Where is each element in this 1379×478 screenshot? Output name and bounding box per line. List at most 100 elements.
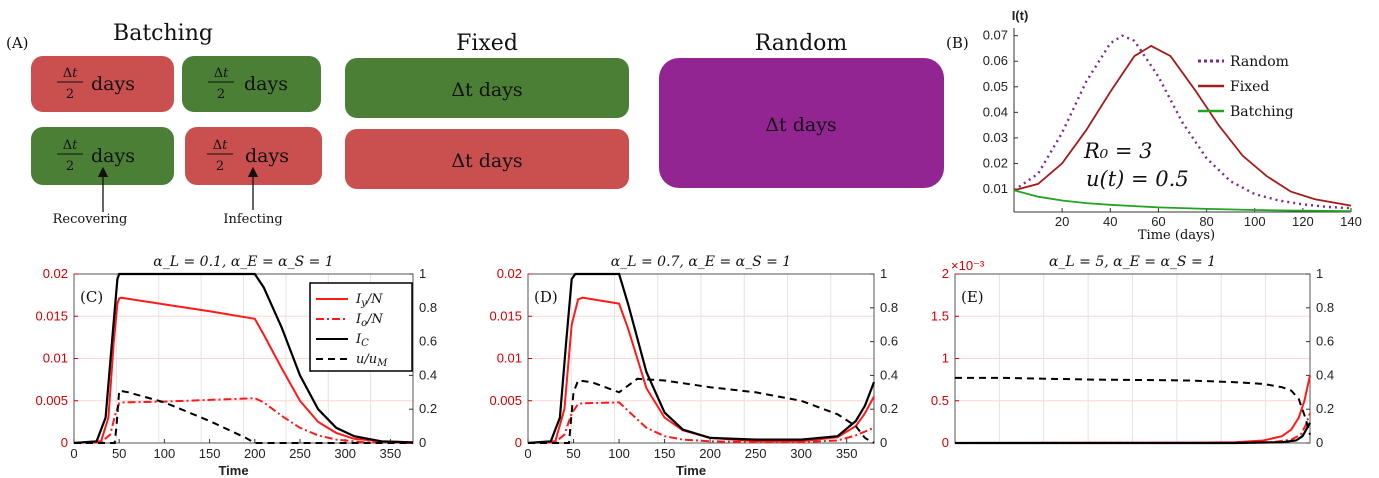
xtick-label: 200: [244, 446, 266, 461]
series-line-i_o-n: [527, 401, 875, 444]
left-ytick-label: 0.015: [489, 308, 522, 323]
legend-label-fixed: Fixed: [1230, 79, 1269, 95]
panel-b-ytick-label: 0.01: [983, 181, 1008, 196]
left-ytick-label: 0: [515, 435, 522, 450]
panel-b-ytick-label: 0.07: [983, 28, 1008, 43]
half-label-3: Δt 2 days: [57, 138, 135, 174]
panel-c-label: (C): [80, 288, 103, 306]
left-ytick-label: 1: [942, 351, 949, 366]
svg-text:Δt: Δt: [63, 66, 78, 81]
panel-a: (A) Batching Fixed Random Δt 2 days Δt 2…: [6, 21, 944, 227]
right-ytick-label: 0: [880, 435, 887, 450]
chart-c: 0 0.005 0.01 0.015 0.02 0 0.2 0.4 0.6 0.8 1 0 50 100 1…: [35, 254, 437, 478]
panel-b-xlabel: Time (days): [1138, 228, 1215, 243]
right-ytick-label: 0.2: [880, 401, 898, 416]
recovering-label: Recovering: [53, 212, 128, 227]
xtick-label: 350: [380, 446, 402, 461]
series-line-i_c: [955, 422, 1311, 445]
panel-b-xtick-label: 60: [1151, 214, 1165, 229]
xtick-label: 50: [566, 446, 580, 461]
series-line-u-u_m: [74, 389, 413, 444]
fixed-box-top-label: Δt days: [451, 79, 522, 101]
series-line-fixed: [1013, 44, 1352, 207]
svg-text:days: days: [91, 145, 135, 167]
panel-b-label: (B): [946, 34, 969, 52]
panel-e-exponent: ×10⁻³: [951, 258, 985, 273]
svg-text:2: 2: [217, 87, 225, 102]
right-ytick-label: 1: [1316, 266, 1323, 281]
right-ytick-label: 0.4: [1316, 367, 1334, 382]
left-ytick-label: 1.5: [931, 308, 949, 323]
series-line-batching: [1013, 189, 1352, 213]
left-ytick-label: 0.005: [489, 393, 522, 408]
panel-b-xtick-label: 100: [1244, 214, 1266, 229]
right-ytick-label: 1: [880, 266, 887, 281]
batching-box-top-left: [31, 56, 174, 112]
svg-text:Δt: Δt: [63, 138, 78, 153]
panel-b-ytick-label: 0.04: [983, 104, 1008, 119]
series-line-i_c: [527, 272, 876, 445]
right-ytick-label: 0.6: [419, 334, 437, 349]
random-box-label: Δt days: [765, 114, 836, 136]
panel-b-xtick-label: 140: [1340, 214, 1362, 229]
xtick-label: 100: [608, 446, 630, 461]
xtick-label: 0: [70, 446, 77, 461]
xtick-label: 100: [154, 446, 176, 461]
xtick-label: 250: [745, 446, 767, 461]
legend-label-random: Random: [1230, 54, 1289, 70]
xtick-label: 50: [112, 446, 126, 461]
right-ytick-label: 0.8: [880, 300, 898, 315]
fixed-box-bottom-label: Δt days: [451, 150, 522, 172]
batching-box-top-right: [182, 56, 321, 112]
right-ytick-label: 0.2: [419, 401, 437, 416]
chart-b: (B) I(t) 0.01 0.02 0.03 0.04 0.05 0.06 0.07 20 40 6…: [946, 8, 1362, 243]
legend-label-batching: Batching: [1230, 104, 1294, 120]
xtick-label: 150: [199, 446, 221, 461]
panel-e-title: α_L = 5, α_E = α_S = 1: [1049, 254, 1216, 270]
left-ytick-label: 0.01: [43, 351, 68, 366]
panel-c-xlabel: Time: [218, 463, 248, 478]
panel-b-ytick-label: 0.06: [983, 53, 1008, 68]
xtick-label: 300: [334, 446, 356, 461]
half-label-4: Δt 2 days: [207, 138, 289, 174]
panel-b-ylabel: I(t): [1012, 8, 1029, 23]
xtick-label: 150: [654, 446, 676, 461]
xtick-label: 350: [836, 446, 858, 461]
right-ytick-label: 0: [1316, 435, 1323, 450]
left-ytick-label: 0.005: [35, 393, 68, 408]
right-ytick-label: 0.4: [880, 367, 898, 382]
half-label-2: Δt 2 days: [208, 66, 288, 102]
panel-b-xtick-label: 120: [1292, 214, 1314, 229]
left-ytick-label: 2: [942, 266, 949, 281]
random-box: [659, 58, 944, 188]
panel-c-title: α_L = 0.1, α_E = α_S = 1: [153, 254, 333, 270]
right-ytick-label: 1: [419, 266, 426, 281]
left-ytick-label: 0: [942, 435, 949, 450]
xtick-label: 200: [699, 446, 721, 461]
chart-e: 0 0.5 1 1.5 2 0 0.2 0.4 0.6 0.8 1 ×10⁻³ α_L = 5, α_E…: [931, 254, 1334, 450]
panel-b-xtick-label: 40: [1103, 214, 1117, 229]
right-ytick-label: 0.8: [1316, 300, 1334, 315]
left-ytick-label: 0.01: [497, 351, 522, 366]
legend-label: Iy/N: [355, 292, 383, 309]
panel-c-legend: [309, 282, 413, 372]
batching-heading: Batching: [113, 21, 213, 46]
infecting-label: Infecting: [223, 212, 282, 227]
series-line-i_o-n: [954, 413, 1311, 444]
svg-text:Δt: Δt: [213, 138, 228, 153]
panel-a-label: (A): [6, 34, 29, 52]
panel-b-xtick-label: 80: [1199, 214, 1213, 229]
panel-b-xtick-label: 20: [1055, 214, 1069, 229]
svg-text:2: 2: [66, 159, 74, 174]
chart-d: 0 0.005 0.01 0.015 0.02 0 0.2 0.4 0.6 0.8 1 0 50 100 1…: [489, 254, 898, 478]
series-line-u-u_m: [528, 377, 875, 444]
xtick-label: 300: [790, 446, 812, 461]
svg-text:days: days: [244, 73, 288, 95]
half-label-1: Δt 2 days: [57, 66, 135, 102]
svg-text:days: days: [245, 145, 289, 167]
fixed-box-top: [345, 58, 629, 118]
left-ytick-label: 0.02: [43, 266, 68, 281]
panel-d-xlabel: Time: [676, 463, 706, 478]
legend-label: IC: [355, 332, 369, 349]
